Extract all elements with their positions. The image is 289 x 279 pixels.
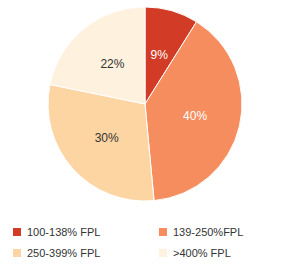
svg-text:40%: 40%	[183, 109, 207, 123]
svg-text:250-399% FPL: 250-399% FPL	[27, 247, 100, 259]
svg-text:139-250%FPL: 139-250%FPL	[173, 226, 243, 238]
svg-text:100-138% FPL: 100-138% FPL	[27, 226, 100, 238]
svg-text:30%: 30%	[95, 131, 119, 145]
svg-text:22%: 22%	[100, 57, 124, 71]
svg-text:9%: 9%	[151, 48, 169, 62]
svg-text:>400% FPL: >400% FPL	[173, 247, 231, 259]
